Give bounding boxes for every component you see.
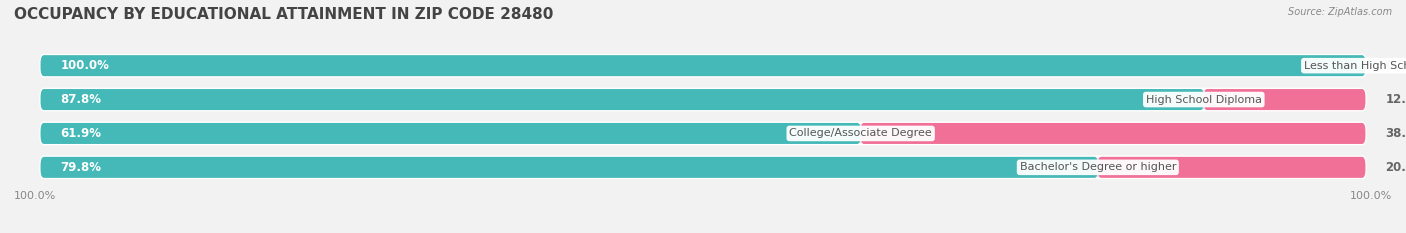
FancyBboxPatch shape: [1204, 89, 1365, 110]
Text: Bachelor's Degree or higher: Bachelor's Degree or higher: [1019, 162, 1175, 172]
Text: Less than High School: Less than High School: [1303, 61, 1406, 71]
FancyBboxPatch shape: [41, 157, 1098, 178]
FancyBboxPatch shape: [41, 55, 1365, 76]
FancyBboxPatch shape: [860, 123, 1365, 144]
Text: Source: ZipAtlas.com: Source: ZipAtlas.com: [1288, 7, 1392, 17]
Text: 20.2%: 20.2%: [1385, 161, 1406, 174]
Text: 61.9%: 61.9%: [60, 127, 101, 140]
Text: High School Diploma: High School Diploma: [1146, 95, 1261, 105]
FancyBboxPatch shape: [41, 89, 1204, 110]
Text: 87.8%: 87.8%: [60, 93, 101, 106]
Text: 100.0%: 100.0%: [14, 191, 56, 201]
Text: 100.0%: 100.0%: [60, 59, 110, 72]
Text: 12.2%: 12.2%: [1385, 93, 1406, 106]
FancyBboxPatch shape: [41, 123, 1365, 144]
Text: 38.1%: 38.1%: [1385, 127, 1406, 140]
Text: 0.0%: 0.0%: [1385, 59, 1406, 72]
Text: College/Associate Degree: College/Associate Degree: [789, 128, 932, 138]
FancyBboxPatch shape: [41, 123, 860, 144]
Text: 79.8%: 79.8%: [60, 161, 101, 174]
FancyBboxPatch shape: [41, 89, 1365, 110]
FancyBboxPatch shape: [1098, 157, 1365, 178]
FancyBboxPatch shape: [41, 55, 1365, 76]
Text: OCCUPANCY BY EDUCATIONAL ATTAINMENT IN ZIP CODE 28480: OCCUPANCY BY EDUCATIONAL ATTAINMENT IN Z…: [14, 7, 554, 22]
FancyBboxPatch shape: [41, 157, 1365, 178]
Text: 100.0%: 100.0%: [1350, 191, 1392, 201]
